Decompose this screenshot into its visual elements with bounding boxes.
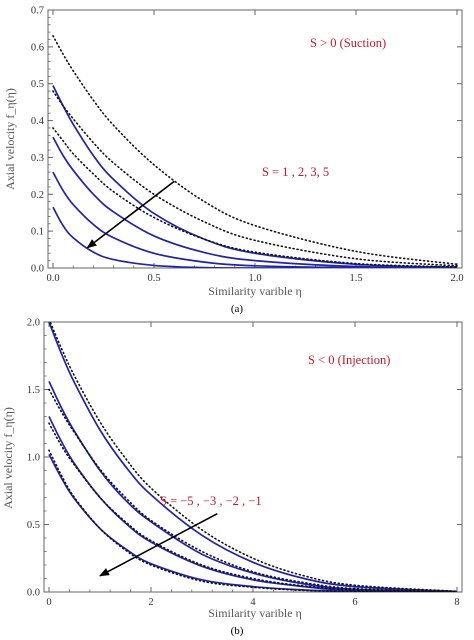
y-tick-label: 1.0 [27,453,40,464]
y-tick-label: 0.5 [27,520,40,531]
dotted-series-line-7 [48,422,458,592]
x-tick-label: 2 [148,597,153,608]
dotted-series-line-8 [48,449,458,592]
y-tick-label: 0.2 [31,190,44,201]
solid-series-line-2 [52,136,458,268]
tick-marks-a [48,9,462,269]
dotted-series-line-6 [48,388,458,592]
x-tick-label: 1.5 [349,273,362,284]
annotation-suction: S > 0 (Suction) [310,36,386,50]
panel-label-b: (b) [231,625,244,637]
y-axis-title-b: Axial velocity f_η(η) [1,407,15,509]
y-tick-labels-b: 0.0 0.5 1.0 1.5 2.0 [27,318,40,599]
solid-series-line-3 [48,416,458,592]
x-tick-label: 0.0 [46,273,59,284]
x-tick-label: 0 [46,597,51,608]
dotted-series-line-6 [52,90,458,267]
x-tick-label: 8 [454,597,459,608]
annotation-injection: S < 0 (Injection) [308,353,390,367]
x-axis-title-b: Similarity varible η [208,606,302,620]
dotted-series-line-5 [49,322,458,592]
chart-panel-b: 0 2 4 6 8 0.0 0.5 1.0 1.5 2.0 Similarity varible… [1,318,463,637]
y-tick-label: 0.1 [31,227,44,238]
y-tick-label: 0.6 [31,42,44,53]
dotted-series-line-5 [52,35,458,266]
x-tick-labels-b: 0 2 4 6 8 [46,597,459,608]
y-tick-label: 0.4 [31,116,45,127]
chart-panel-a: 0.0 0.5 1.0 1.5 2.0 0.0 0.1 0.2 0.3 0.4 0.5 0.6 0.7… [3,6,464,316]
dotted-series-line-7 [52,127,458,268]
x-tick-labels-a: 0.0 0.5 1.0 1.5 2.0 [46,273,463,284]
x-axis-title-a: Similarity varible η [208,284,302,298]
plot-frame-b [43,321,463,593]
y-tick-label: 0.3 [31,153,44,164]
solid-series-line-1 [48,322,458,592]
solid-series-line-4 [48,453,458,592]
x-tick-label: 6 [352,597,357,608]
y-tick-label: 0.0 [31,264,44,275]
solid-series-line-1 [52,85,458,268]
x-tick-label: 4 [250,597,256,608]
annotation-s-values-b: S = −5 , −3 , −2 , −1 [160,494,262,508]
plot-frame-a [47,9,463,269]
series-group-a [52,35,458,268]
y-tick-label: 0.5 [31,79,44,90]
series-group-b [48,322,458,592]
x-tick-label: 0.5 [147,273,160,284]
panel-label-a: (a) [231,303,244,315]
solid-series-line-4 [52,206,457,268]
y-tick-label: 1.5 [27,385,40,396]
y-tick-label: 0.0 [27,588,40,599]
annotation-s-values-a: S = 1 , 2, 3, 5 [262,165,329,179]
arrow-a [86,180,175,249]
tick-marks-b [44,321,462,593]
y-tick-label: 2.0 [27,318,40,329]
y-tick-labels-a: 0.0 0.1 0.2 0.3 0.4 0.5 0.6 0.7 [31,6,45,275]
solid-series-line-2 [48,381,458,592]
y-tick-label: 0.7 [31,6,44,17]
y-axis-title-a: Axial velocity f_η(η) [3,88,17,190]
x-tick-label: 2.0 [450,273,463,284]
x-tick-label: 1.0 [248,273,261,284]
arrow-b [99,512,218,577]
